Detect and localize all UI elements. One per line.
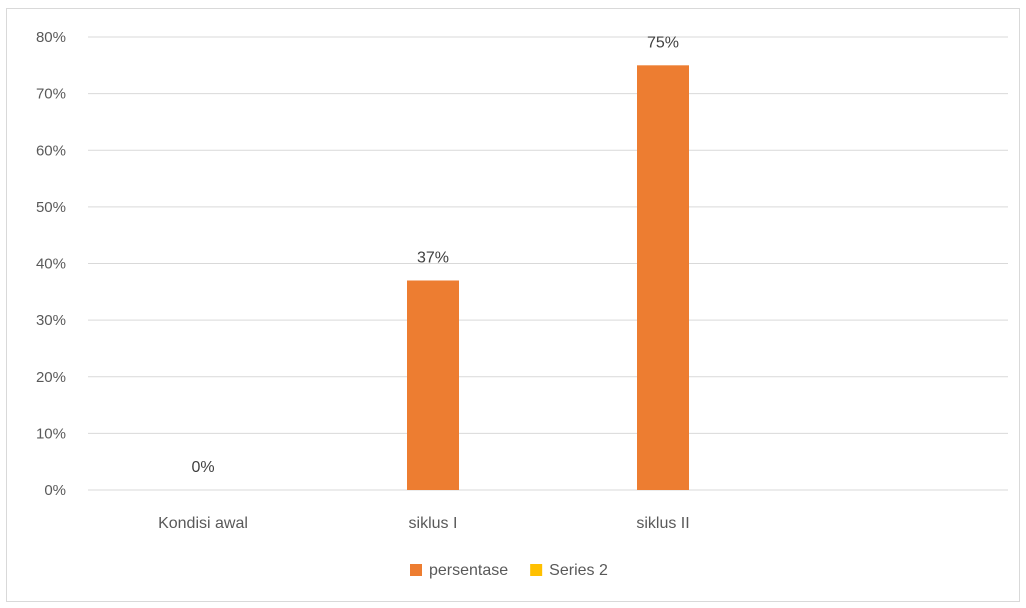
data-labels: 0% 37% 75% [191,34,679,476]
legend-swatch [530,564,543,576]
y-tick-label: 80% [36,29,66,46]
y-tick-label: 30% [36,312,66,329]
y-tick-label: 70% [36,86,66,103]
y-tick-label: 20% [36,369,66,386]
bars [407,65,689,490]
x-category-label: siklus II [636,515,689,532]
y-tick-label: 40% [36,256,66,273]
y-tick-label: 10% [36,425,66,442]
x-axis-category-labels: Kondisi awal siklus I siklus II [158,515,690,532]
bar-siklus-ii [637,65,689,490]
y-tick-label: 60% [36,142,66,159]
data-label: 37% [417,249,449,266]
legend-label: persentase [429,562,508,579]
x-category-label: Kondisi awal [158,515,248,532]
legend-label: Series 2 [549,562,608,579]
y-axis-tick-labels: 0% 10% 20% 30% 40% 50% 60% 70% 80% [36,29,66,499]
y-tick-label: 50% [36,199,66,216]
data-label: 0% [191,459,214,476]
legend-swatch [410,564,422,576]
chart-frame [6,8,1020,602]
legend: persentase Series 2 [410,562,608,579]
x-category-label: siklus I [409,515,458,532]
bar-siklus-i [407,280,459,490]
data-label: 75% [647,34,679,51]
gridlines [88,36,1008,491]
y-tick-label: 0% [44,482,66,499]
